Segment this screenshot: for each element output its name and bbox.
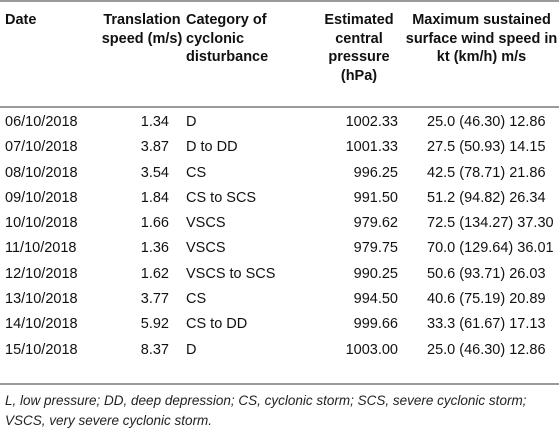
table-row: 13/10/2018 3.77 CS 994.50 40.6 (75.19) 20.89	[0, 287, 559, 312]
cell-wind: 25.0 (46.30) 12.86	[427, 341, 546, 358]
table-footnote: L, low pressure; DD, deep depression; CS…	[5, 393, 527, 428]
cell-speed: 3.54	[140, 164, 169, 181]
cell-date: 09/10/2018	[5, 189, 78, 206]
cell-speed: 1.62	[140, 265, 169, 282]
cell-pressure: 999.66	[353, 316, 398, 333]
cell-spacer	[169, 312, 186, 337]
cell-speed: 1.84	[140, 189, 169, 206]
cell-pressure: 991.50	[353, 189, 398, 206]
cell-date: 11/10/2018	[5, 240, 77, 257]
cell-spacer	[398, 211, 427, 236]
cell-spacer	[398, 287, 427, 312]
cell-date: 15/10/2018	[5, 341, 78, 358]
cell-spacer	[398, 262, 427, 287]
cell-pressure: 1003.00	[345, 341, 398, 358]
cell-date: 13/10/2018	[5, 291, 78, 308]
table-row: 06/10/2018 1.34 D 1002.33 25.0 (46.30) 12.86	[0, 110, 559, 135]
cell-speed: 3.77	[140, 291, 169, 308]
cell-spacer	[169, 110, 186, 135]
cell-category: CS to SCS	[186, 189, 257, 206]
table-row: 08/10/2018 3.54 CS 996.25 42.5 (78.71) 21.86	[0, 161, 559, 186]
cell-category: CS	[186, 164, 207, 181]
cell-wind: 72.5 (134.27) 37.30	[427, 215, 554, 232]
cell-speed: 5.92	[140, 316, 169, 333]
cell-spacer	[398, 161, 427, 186]
cell-spacer	[398, 338, 427, 363]
cell-speed: 3.87	[140, 139, 169, 156]
cell-category: VSCS	[186, 215, 226, 232]
cell-wind: 70.0 (129.64) 36.01	[427, 240, 554, 257]
cell-spacer	[398, 312, 427, 337]
table-header-rule	[0, 106, 559, 108]
cell-spacer	[169, 186, 186, 211]
table-row: 07/10/2018 3.87 D to DD 1001.33 27.5 (50.93)…	[0, 135, 559, 160]
cell-category: D	[186, 114, 197, 130]
cell-speed: 1.34	[140, 114, 169, 130]
cell-wind: 27.5 (50.93) 14.15	[427, 139, 546, 156]
cell-date: 10/10/2018	[5, 215, 78, 232]
cell-speed: 1.36	[140, 240, 169, 257]
cell-pressure: 990.25	[353, 265, 398, 282]
table-row: 09/10/2018 1.84 CS to SCS 991.50 51.2 (94.82…	[0, 186, 559, 211]
cell-category: CS to DD	[186, 316, 248, 333]
cell-category: CS	[186, 291, 207, 308]
cell-category: D	[186, 341, 197, 358]
cell-spacer	[398, 236, 427, 261]
cell-wind: 40.6 (75.19) 20.89	[427, 291, 546, 308]
cell-date: 08/10/2018	[5, 164, 78, 181]
cell-spacer	[169, 338, 186, 363]
cell-spacer	[398, 110, 427, 135]
cell-date: 12/10/2018	[5, 265, 78, 282]
table-top-rule	[0, 0, 559, 2]
cell-wind: 51.2 (94.82) 26.34	[427, 189, 546, 206]
cell-date: 14/10/2018	[5, 316, 78, 333]
header-central-pressure: Estimated central pressure (hPa)	[324, 12, 394, 84]
cell-spacer	[169, 161, 186, 186]
cell-spacer	[169, 262, 186, 287]
table-bottom-rule	[0, 383, 559, 385]
cell-wind: 42.5 (78.71) 21.86	[427, 164, 546, 181]
cell-pressure: 996.25	[353, 164, 398, 181]
cell-spacer	[169, 211, 186, 236]
table-body: 06/10/2018 1.34 D 1002.33 25.0 (46.30) 12.86…	[0, 110, 559, 363]
table-row: 12/10/2018 1.62 VSCS to SCS 990.25 50.6 (93.…	[0, 262, 559, 287]
table-row: 10/10/2018 1.66 VSCS 979.62 72.5 (134.27) 37…	[0, 211, 559, 236]
table-row: 15/10/2018 8.37 D 1003.00 25.0 (46.30) 12.86	[0, 338, 559, 363]
cell-speed: 1.66	[140, 215, 169, 232]
header-date: Date	[5, 12, 37, 28]
header-max-wind: Maximum sustained surface wind speed in …	[405, 12, 558, 65]
header-translation-speed: Translation speed (m/s)	[101, 12, 183, 47]
cell-pressure: 1001.33	[345, 139, 398, 156]
cell-spacer	[169, 236, 186, 261]
cell-pressure: 1002.33	[345, 114, 398, 130]
cell-category: VSCS to SCS	[186, 265, 276, 282]
cell-spacer	[398, 186, 427, 211]
cell-category: VSCS	[186, 240, 226, 257]
cell-wind: 33.3 (61.67) 17.13	[427, 316, 546, 333]
cell-speed: 8.37	[140, 341, 169, 358]
cell-date: 07/10/2018	[5, 139, 78, 156]
table-row: 14/10/2018 5.92 CS to DD 999.66 33.3 (61.67)…	[0, 312, 559, 337]
cell-pressure: 979.75	[353, 240, 398, 257]
cell-category: D to DD	[186, 139, 238, 156]
table-row: 11/10/2018 1.36 VSCS 979.75 70.0 (129.64) 36…	[0, 236, 559, 261]
cell-pressure: 994.50	[353, 291, 398, 308]
cell-wind: 50.6 (93.71) 26.03	[427, 265, 546, 282]
cell-pressure: 979.62	[353, 215, 398, 232]
cell-spacer	[169, 287, 186, 312]
header-category: Category of cyclonic disturbance	[186, 12, 269, 65]
cell-spacer	[398, 135, 427, 160]
cell-spacer	[169, 135, 186, 160]
cell-wind: 25.0 (46.30) 12.86	[427, 114, 546, 130]
cell-date: 06/10/2018	[5, 114, 78, 130]
